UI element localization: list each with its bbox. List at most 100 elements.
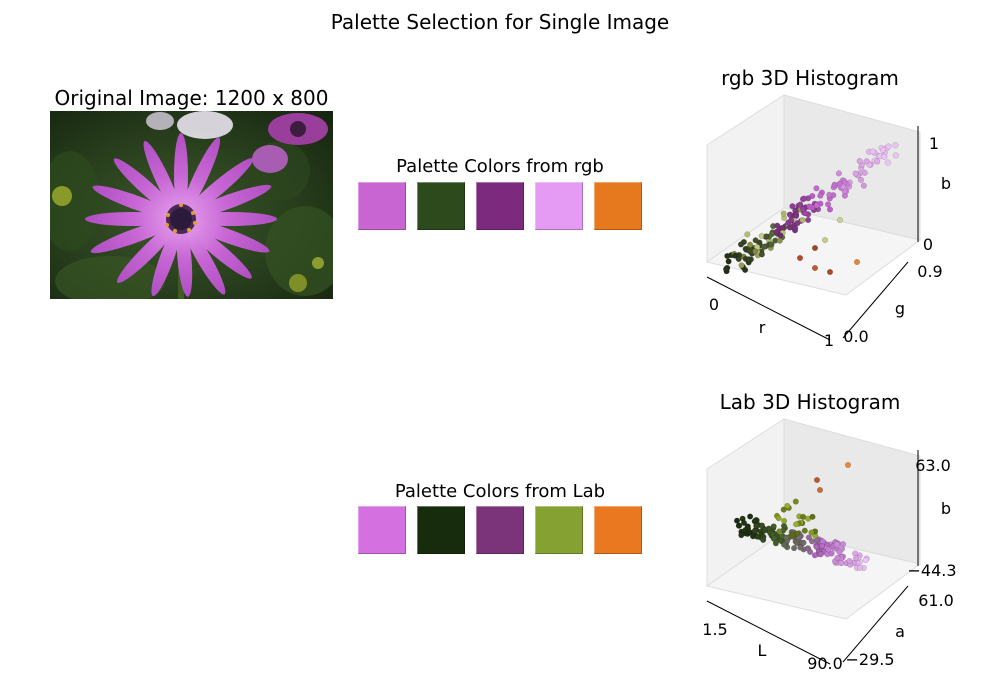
lab-point [797,544,804,551]
rgb-point [776,237,783,244]
rgb-point [800,195,808,202]
rgb-point [789,203,796,210]
lab-point [778,537,785,544]
lab-3d-histogram: 1.5 90.0 −29.5 61.0 63.0 −44.3 L a b [702,418,957,673]
rgb-point [788,217,795,224]
image-panel-title: Original Image: 1200 x 800 [54,86,329,110]
rgb-point [799,216,806,224]
rgb-point [869,148,876,155]
rgb-point [857,176,865,183]
lab-point [740,519,748,526]
rgb-y-axis-line [842,261,909,339]
rgb-point [797,201,804,208]
rgb-palette-swatch-4 [535,182,583,230]
lab-point [801,527,808,534]
rgb-point [811,244,819,252]
lab-data-points [733,461,870,571]
rgb-point [793,211,800,218]
rgb-point [831,181,838,188]
lab-point [793,521,800,528]
rgb-point [806,203,813,210]
rgb-palette-swatch-1 [358,182,406,230]
lab-point [825,546,832,553]
lab-point [804,545,811,552]
lab-point [856,564,863,571]
lab-x-axis-label: L [758,641,767,660]
lab-point [844,461,852,469]
rgb-point [737,241,745,248]
rgb-point [836,216,844,224]
lab-y-axis-line [842,585,909,663]
lab-point [816,486,824,494]
lab-point [747,513,754,520]
lab-z-tick-max: 63.0 [915,456,951,475]
rgb-point [746,248,753,255]
lab-point [751,518,758,525]
flower-image [50,111,333,299]
lab-point [744,525,752,532]
rgb-point [825,201,832,208]
rgb-point [836,180,843,187]
rgb-palette-swatch-5 [594,182,642,230]
lab-y-tick-min: −29.5 [845,650,894,669]
lab-point [784,502,791,509]
rgb-point [752,248,759,255]
lab-point [781,541,788,548]
lab-x-tick-min: 1.5 [702,620,727,639]
rgb-point [861,169,868,176]
rgb-point [805,216,812,224]
lab-point [800,513,807,520]
rgb-point [752,237,759,244]
lab-point [776,528,783,535]
lab-point [817,551,824,558]
lab-point [862,556,869,564]
rgb-x-tick-max: 1 [824,331,834,350]
lab-point [828,550,835,557]
lab-point [738,532,745,539]
lab-z-tick-min: −44.3 [907,561,956,580]
lab-point [772,540,779,547]
lab-point [792,498,799,505]
rgb-point [738,262,745,269]
lab-palette-swatch-1 [358,506,406,554]
rgb-palette-swatches [358,182,642,230]
rgb-point [856,158,863,165]
rgb-point [879,146,887,153]
rgb-point [813,185,820,192]
rgb-point [742,266,749,273]
rgb-data-points [723,142,899,276]
rgb-y-tick-min: 0.0 [843,327,868,346]
lab-y-tick-max: 61.0 [918,591,954,610]
rgb-point [817,192,824,199]
rgb-point [724,252,731,260]
lab-point [839,541,847,548]
rgb-point [884,159,891,166]
rgb-point [732,252,739,259]
rgb-point [747,241,754,248]
rgb-point [745,256,752,263]
lab-point [846,557,853,565]
lab-x-axis-line [706,600,831,665]
rgb-3d-axes-box [705,94,922,341]
rgb-point [885,143,892,150]
lab-point [808,529,815,536]
lab-point [751,527,758,534]
rgb-histogram-title: rgb 3D Histogram [721,66,899,90]
rgb-point [796,254,804,262]
lab-palette-swatch-3 [476,506,524,554]
lab-palette-title: Palette Colors from Lab [394,481,606,502]
lab-point [771,535,778,542]
rgb-y-tick-max: 0.9 [917,262,942,281]
rgb-palette-title: Palette Colors from rgb [396,156,604,177]
lab-point [834,554,841,561]
rgb-point [863,158,870,165]
figure-title: Palette Selection for Single Image [330,10,670,34]
rgb-point [826,191,833,198]
lab-point [852,555,860,562]
rgb-point [852,170,859,177]
rgb-point [881,153,888,160]
rgb-point [758,251,765,258]
lab-point [811,552,818,559]
rgb-y-axis-label: g [895,299,905,318]
rgb-x-axis-label: r [759,318,766,337]
